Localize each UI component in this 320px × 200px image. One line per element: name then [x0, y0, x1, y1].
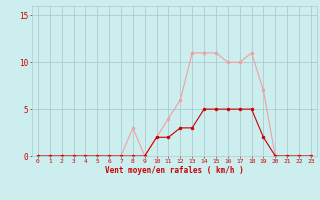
X-axis label: Vent moyen/en rafales ( km/h ): Vent moyen/en rafales ( km/h )	[105, 166, 244, 175]
